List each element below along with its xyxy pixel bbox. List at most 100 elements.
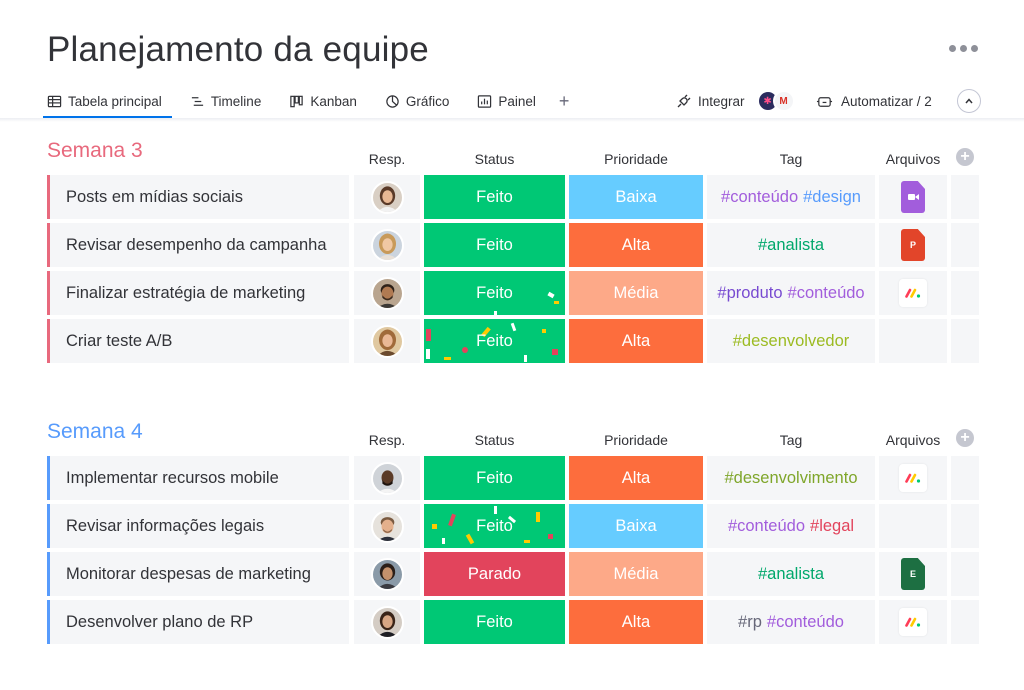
status-cell[interactable]: Feito [424, 271, 565, 315]
person-cell[interactable] [354, 456, 420, 500]
item-name-cell[interactable]: Monitorar despesas de marketing [47, 552, 349, 596]
column-header-priority[interactable]: Prioridade [604, 432, 668, 448]
page-title: Planejamento da equipe [47, 30, 429, 69]
tab-label: Gráfico [405, 93, 450, 109]
status-cell[interactable]: Parado [424, 552, 565, 596]
group-title[interactable]: Semana 3 [47, 139, 143, 162]
priority-label: Alta [621, 235, 651, 254]
tag-chip[interactable]: #conteúdo [721, 187, 799, 206]
monday-file-icon[interactable] [899, 464, 927, 492]
timeline-icon [191, 96, 203, 106]
tag-cell[interactable]: #analista [707, 552, 875, 596]
column-header-person[interactable]: Resp. [368, 432, 406, 448]
item-name: Revisar informações legais [66, 516, 265, 535]
item-name: Implementar recursos mobile [66, 468, 279, 487]
tab-grafico[interactable]: Gráfico [378, 86, 457, 116]
item-name-cell[interactable]: Revisar desempenho da campanha [47, 223, 349, 267]
tag-chip[interactable]: #desenvolvimento [724, 468, 858, 487]
files-cell[interactable] [879, 504, 947, 548]
column-header-status[interactable]: Status [474, 151, 515, 167]
person-cell[interactable] [354, 223, 420, 267]
priority-label: Alta [621, 468, 651, 487]
priority-cell[interactable]: Baixa [569, 504, 703, 548]
tab-tabela-principal[interactable]: Tabela principal [40, 86, 172, 118]
person-cell[interactable] [354, 319, 420, 363]
files-cell[interactable] [879, 175, 947, 219]
excel-file-icon[interactable]: E [901, 558, 925, 590]
tag-chip[interactable]: #legal [810, 516, 855, 535]
tag-chip[interactable]: #conteúdo [787, 283, 865, 302]
status-cell[interactable]: Feito [424, 223, 565, 267]
status-cell[interactable]: Feito [424, 175, 565, 219]
tag-cell[interactable]: #analista [707, 223, 875, 267]
status-label: Feito [476, 612, 513, 631]
column-header-status[interactable]: Status [474, 432, 515, 448]
tag-chip[interactable]: #desenvolvedor [732, 331, 850, 350]
priority-cell[interactable]: Alta [569, 600, 703, 644]
tag-cell[interactable]: #desenvolvimento [707, 456, 875, 500]
column-header-tag[interactable]: Tag [779, 151, 803, 167]
group-title[interactable]: Semana 4 [47, 420, 143, 443]
item-name-cell[interactable]: Finalizar estratégia de marketing [47, 271, 349, 315]
status-cell[interactable]: Feito [424, 319, 565, 363]
files-cell[interactable] [879, 319, 947, 363]
tag-cell[interactable]: #conteúdo #design [707, 175, 875, 219]
monday-file-icon[interactable] [899, 279, 927, 307]
files-cell[interactable]: E [879, 552, 947, 596]
item-name: Posts em mídias sociais [66, 187, 243, 206]
tag-chip[interactable]: #rp [738, 612, 762, 631]
files-cell[interactable] [879, 456, 947, 500]
more-dots-icon[interactable] [946, 38, 980, 58]
person-cell[interactable] [354, 175, 420, 219]
tab-timeline[interactable]: Timeline [183, 86, 269, 116]
item-name-cell[interactable]: Criar teste A/B [47, 319, 349, 363]
collapse-header-button[interactable] [957, 89, 981, 113]
tag-cell[interactable]: #conteúdo #legal [707, 504, 875, 548]
tag-chip[interactable]: #produto [717, 283, 783, 302]
person-cell[interactable] [354, 600, 420, 644]
priority-cell[interactable]: Média [569, 271, 703, 315]
person-cell[interactable] [354, 504, 420, 548]
priority-cell[interactable]: Média [569, 552, 703, 596]
files-cell[interactable]: P [879, 223, 947, 267]
status-cell[interactable]: Feito [424, 600, 565, 644]
priority-cell[interactable]: Alta [569, 223, 703, 267]
add-column-icon[interactable]: + [956, 429, 974, 447]
status-cell[interactable]: Feito [424, 504, 565, 548]
column-header-files[interactable]: Arquivos [885, 432, 941, 448]
tab-painel[interactable]: Painel [470, 86, 543, 116]
item-name-cell[interactable]: Implementar recursos mobile [47, 456, 349, 500]
item-name-cell[interactable]: Desenvolver plano de RP [47, 600, 349, 644]
person-cell[interactable] [354, 552, 420, 596]
priority-cell[interactable]: Baixa [569, 175, 703, 219]
plug-icon [677, 94, 691, 108]
column-header-person[interactable]: Resp. [368, 151, 406, 167]
pdf-file-icon[interactable]: P [901, 229, 925, 261]
priority-cell[interactable]: Alta [569, 319, 703, 363]
tag-cell[interactable]: #desenvolvedor [707, 319, 875, 363]
person-cell[interactable] [354, 271, 420, 315]
integrate-button[interactable]: Integrar ✱ M [676, 87, 795, 115]
column-header-priority[interactable]: Prioridade [604, 151, 668, 167]
monday-file-icon[interactable] [899, 608, 927, 636]
files-cell[interactable] [879, 271, 947, 315]
tag-chip[interactable]: #analista [757, 235, 825, 254]
item-name-cell[interactable]: Revisar informações legais [47, 504, 349, 548]
files-cell[interactable] [879, 600, 947, 644]
tag-chip[interactable]: #design [803, 187, 861, 206]
tag-chip[interactable]: #conteúdo [766, 612, 844, 631]
add-column-icon[interactable]: + [956, 148, 974, 166]
tag-cell[interactable]: #rp #conteúdo [707, 600, 875, 644]
item-name-cell[interactable]: Posts em mídias sociais [47, 175, 349, 219]
tag-cell[interactable]: #produto #conteúdo [707, 271, 875, 315]
tab-kanban[interactable]: Kanban [282, 86, 364, 116]
plus-icon[interactable]: + [558, 90, 570, 111]
priority-cell[interactable]: Alta [569, 456, 703, 500]
status-cell[interactable]: Feito [424, 456, 565, 500]
tag-chip[interactable]: #analista [757, 564, 825, 583]
column-header-files[interactable]: Arquivos [885, 151, 941, 167]
automate-button[interactable]: Automatizar / 2 [816, 87, 932, 115]
video-file-icon[interactable] [901, 181, 925, 213]
column-header-tag[interactable]: Tag [779, 432, 803, 448]
tag-chip[interactable]: #conteúdo [727, 516, 806, 535]
